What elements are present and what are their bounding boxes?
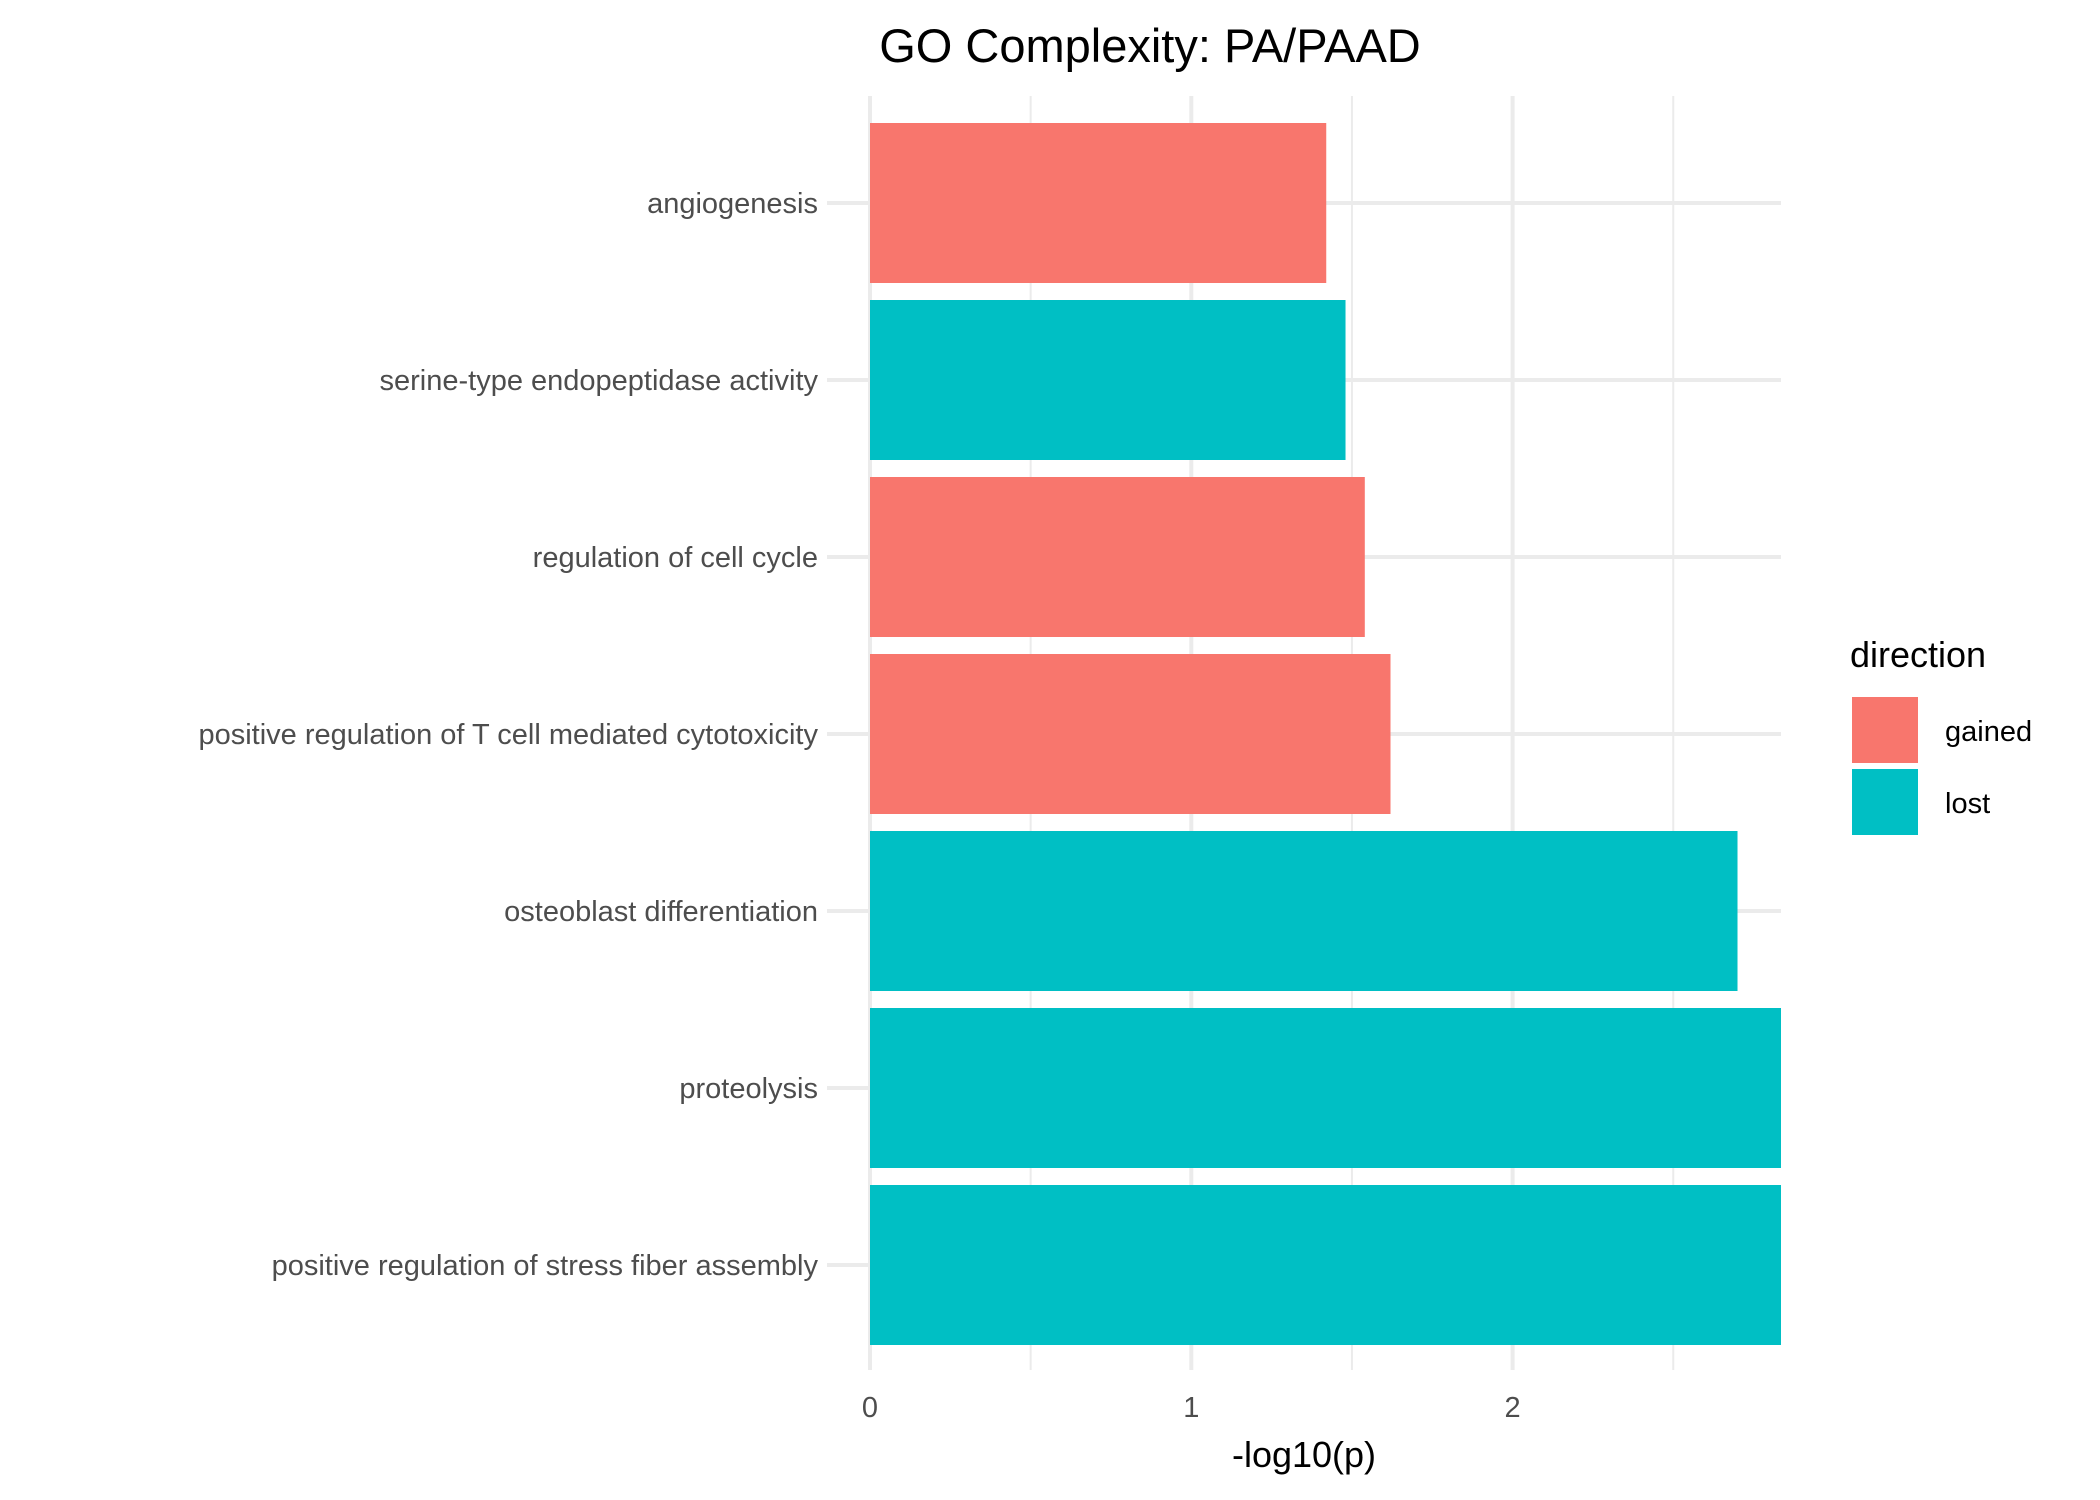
legend: direction gained lost bbox=[1850, 634, 2032, 835]
legend-key-lost bbox=[1852, 769, 1918, 835]
y-tick-label: serine-type endopeptidase activity bbox=[380, 365, 819, 397]
x-axis-tick-labels: 0 1 2 bbox=[862, 1392, 1521, 1424]
legend-title: direction bbox=[1850, 634, 1986, 675]
y-tick-label: proteolysis bbox=[679, 1073, 818, 1105]
y-tick-label: regulation of cell cycle bbox=[533, 542, 818, 574]
bar bbox=[870, 300, 1346, 460]
legend-key-gained bbox=[1852, 697, 1918, 763]
chart-title: GO Complexity: PA/PAAD bbox=[879, 19, 1421, 72]
y-tick-label: osteoblast differentiation bbox=[504, 896, 818, 928]
y-tick-label: positive regulation of T cell mediated c… bbox=[198, 719, 818, 751]
legend-label-gained: gained bbox=[1945, 716, 2032, 748]
x-tick-label: 1 bbox=[1183, 1392, 1199, 1424]
bar bbox=[870, 654, 1391, 814]
bar bbox=[870, 1185, 1781, 1345]
y-axis-tick-labels: angiogenesis serine-type endopeptidase ac… bbox=[198, 188, 818, 1282]
y-tick-label: positive regulation of stress fiber asse… bbox=[272, 1250, 819, 1282]
bar bbox=[870, 477, 1365, 637]
x-tick-label: 0 bbox=[862, 1392, 878, 1424]
bar bbox=[870, 831, 1738, 991]
bar bbox=[870, 1008, 1781, 1168]
bar bbox=[870, 123, 1327, 283]
legend-label-lost: lost bbox=[1945, 788, 1990, 820]
y-tick-label: angiogenesis bbox=[647, 188, 818, 220]
x-axis-title: -log10(p) bbox=[1232, 1434, 1376, 1475]
bars bbox=[870, 123, 1781, 1345]
x-tick-label: 2 bbox=[1505, 1392, 1521, 1424]
